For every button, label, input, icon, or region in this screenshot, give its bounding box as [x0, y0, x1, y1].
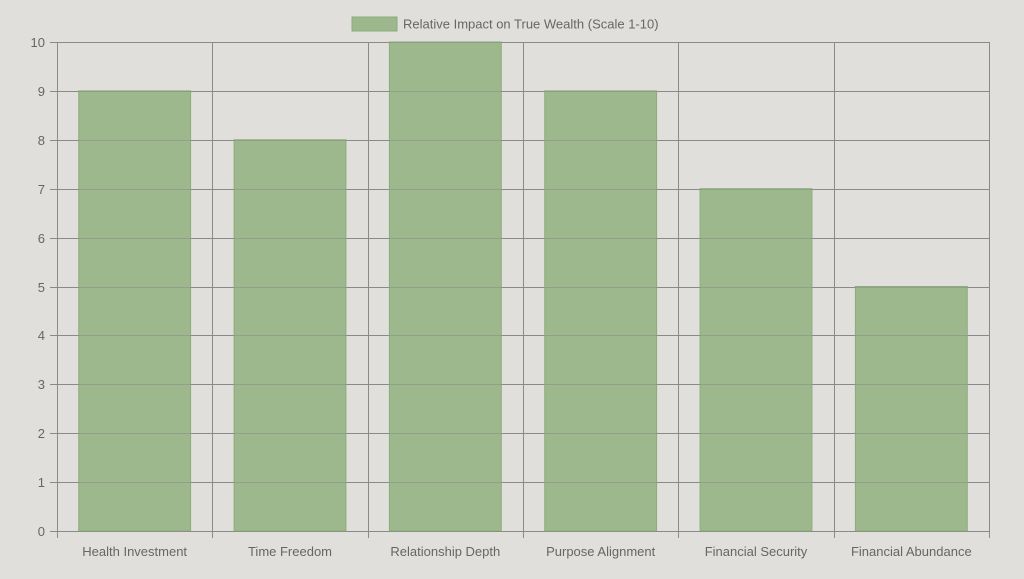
bars [57, 41, 989, 532]
y-tick-label: 2 [38, 426, 45, 441]
bar[interactable] [544, 90, 658, 532]
x-tick-label: Health Investment [82, 544, 187, 559]
x-tick-label: Financial Security [705, 544, 808, 559]
y-tick-label: 4 [38, 328, 45, 343]
y-tick-label: 3 [38, 377, 45, 392]
bar[interactable] [699, 188, 813, 532]
y-tick-label: 5 [38, 280, 45, 295]
y-tick-label: 1 [38, 475, 45, 490]
x-tick-label: Purpose Alignment [546, 544, 656, 559]
x-tick-label: Relationship Depth [390, 544, 500, 559]
x-tick-label: Financial Abundance [851, 544, 972, 559]
bar[interactable] [78, 90, 192, 532]
legend-swatch[interactable] [351, 16, 398, 32]
legend[interactable]: Relative Impact on True Wealth (Scale 1-… [351, 16, 659, 32]
bar[interactable] [854, 286, 968, 532]
legend-label[interactable]: Relative Impact on True Wealth (Scale 1-… [403, 17, 659, 32]
y-tick-label: 0 [38, 524, 45, 539]
x-tick-label: Time Freedom [248, 544, 332, 559]
y-tick-label: 7 [38, 182, 45, 197]
axes: 0 1 2 3 4 5 6 7 8 9 10 Health Investment Time Freedo… [31, 35, 972, 559]
y-tick-label: 10 [31, 35, 45, 50]
y-tick-label: 6 [38, 231, 45, 246]
bar[interactable] [388, 41, 502, 532]
y-tick-label: 8 [38, 133, 45, 148]
y-tick-label: 9 [38, 84, 45, 99]
